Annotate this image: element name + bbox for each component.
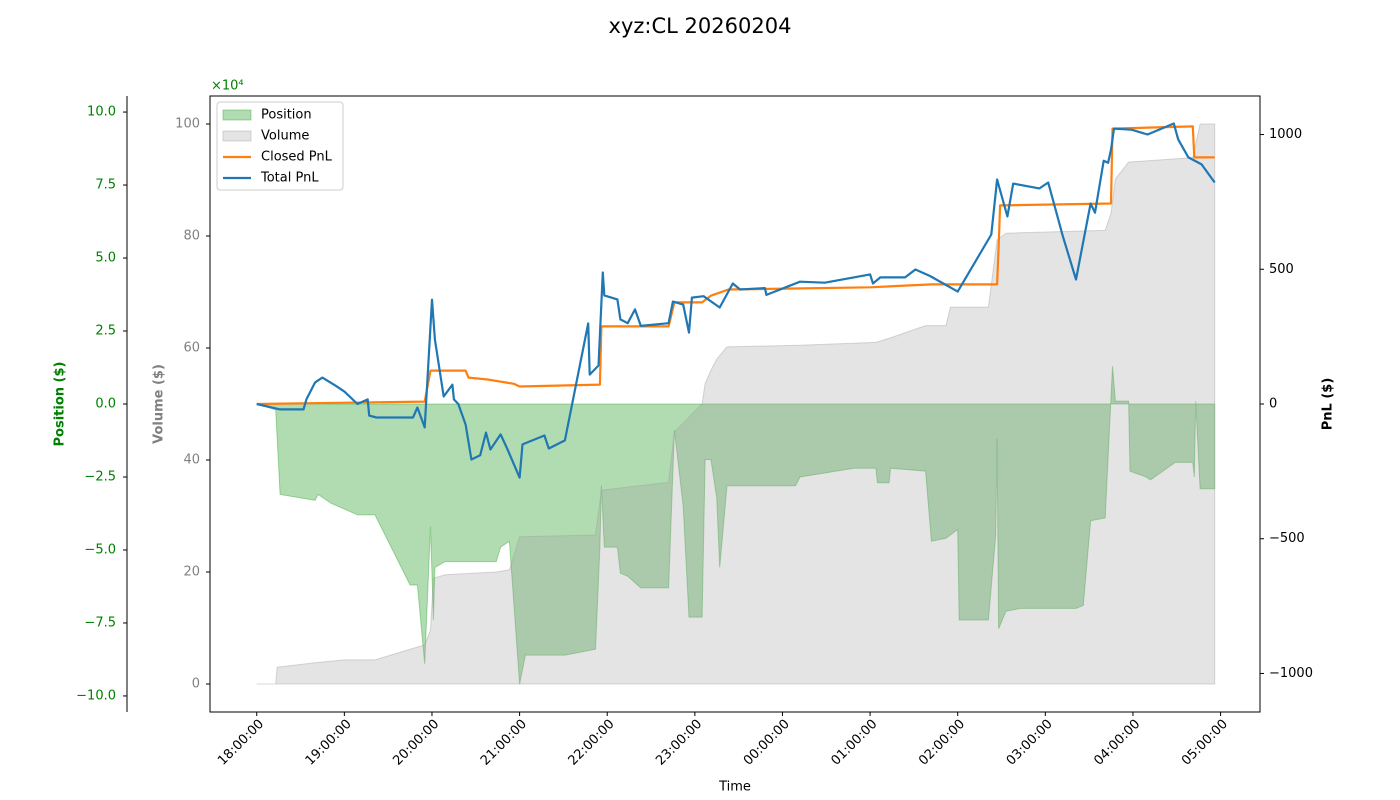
legend-label: Total PnL	[260, 171, 319, 186]
x-tick-label: 22:00:00	[566, 717, 618, 769]
legend-swatch	[222, 109, 252, 121]
position-tick-label: −5.0	[84, 542, 116, 557]
volume-tick-label: 40	[183, 453, 200, 468]
x-tick-label: 21:00:00	[478, 717, 530, 769]
x-tick-label: 05:00:00	[1179, 717, 1231, 769]
legend-box	[216, 101, 344, 191]
volume-tick-label: 20	[183, 565, 200, 580]
volume-tick-label: 60	[183, 341, 200, 356]
pnl-tick-label: 1000	[1269, 127, 1302, 142]
position-tick-label: 5.0	[95, 251, 116, 266]
position-tick-label: −7.5	[84, 615, 116, 630]
legend-label: Volume	[261, 129, 309, 144]
x-tick-label: 19:00:00	[303, 717, 355, 769]
pnl-axis-label: PnL ($)	[1321, 378, 1336, 431]
volume-tick-label: 100	[175, 117, 200, 132]
pnl-tick-label: 0	[1269, 397, 1277, 412]
line	[256, 125, 1215, 406]
x-tick-label: 01:00:00	[828, 717, 880, 769]
x-tick-label: 20:00:00	[390, 717, 442, 769]
x-tick-label: 03:00:00	[1004, 717, 1056, 769]
position-axis-label: Position ($)	[53, 362, 68, 447]
area	[256, 365, 1216, 685]
x-tick-label: 04:00:00	[1091, 717, 1143, 769]
position-tick-label: 0.0	[95, 397, 116, 412]
volume-axis-label: Volume ($)	[152, 364, 167, 444]
position-tick-label: 10.0	[87, 105, 116, 120]
position-tick-label: 7.5	[95, 178, 116, 193]
x-axis-label: Time	[718, 780, 751, 795]
line	[256, 122, 1216, 479]
x-tick-label: 18:00:00	[215, 717, 267, 769]
x-tick-label: 00:00:00	[741, 717, 793, 769]
area	[256, 123, 1216, 685]
chart-title: xyz:CL 20260204	[609, 14, 792, 38]
pnl-tick-label: 500	[1269, 262, 1294, 277]
position-offset-label: ×10⁴	[211, 79, 244, 94]
pnl-tick-label: −1000	[1269, 666, 1313, 681]
legend-label: Closed PnL	[261, 150, 333, 165]
volume-tick-label: 80	[183, 229, 200, 244]
position-tick-label: 2.5	[95, 324, 116, 339]
legend-label: Position	[261, 108, 312, 123]
x-tick-label: 02:00:00	[916, 717, 968, 769]
volume-tick-label: 0	[192, 677, 200, 692]
x-tick-label: 23:00:00	[653, 717, 705, 769]
pnl-tick-label: −500	[1269, 531, 1305, 546]
position-tick-label: −2.5	[84, 469, 116, 484]
position-tick-label: −10.0	[76, 688, 116, 703]
legend-swatch	[222, 130, 252, 142]
